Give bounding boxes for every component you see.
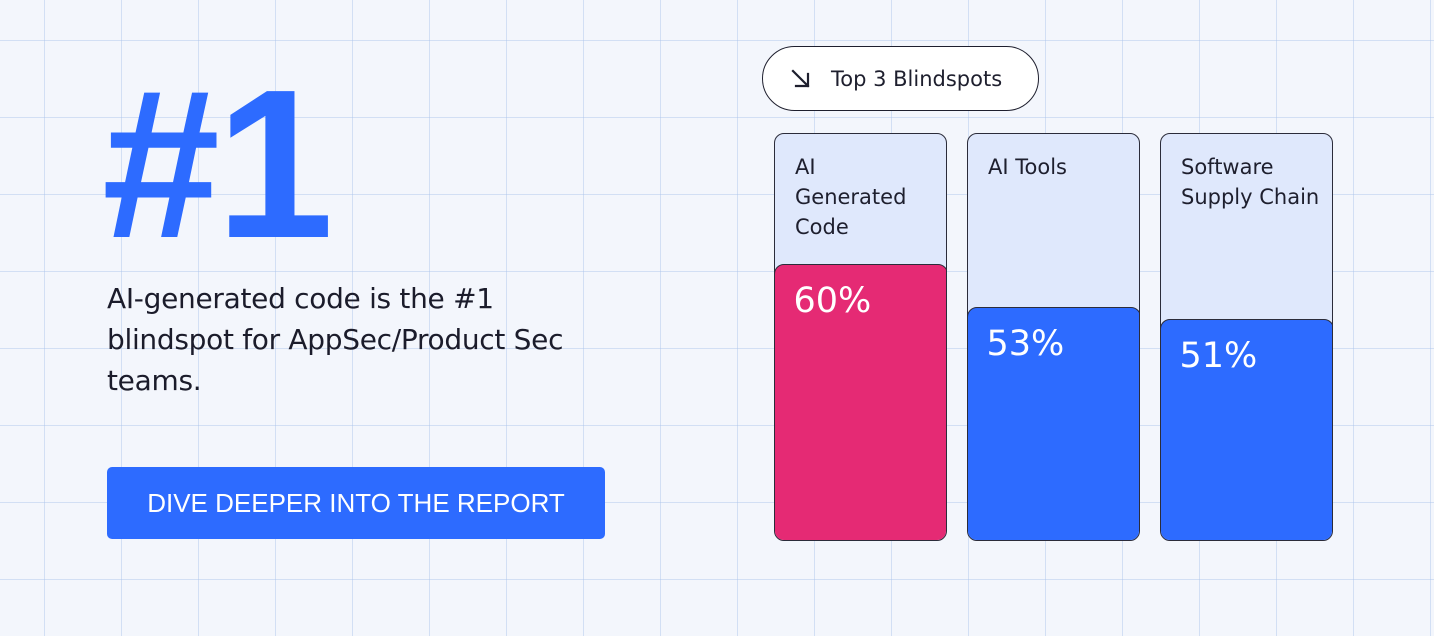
bar-value-label: 53% xyxy=(986,323,1065,364)
bar-category-label: Software Supply Chain xyxy=(1181,155,1320,209)
bar-fill: 53% xyxy=(968,306,1139,540)
top-blindspots-badge: Top 3 Blindspots xyxy=(762,46,1039,111)
bar-fill: 51% xyxy=(1161,319,1332,540)
bar-fill: 60% xyxy=(775,263,946,540)
bar-card-software-supply-chain: Software Supply Chain 51% xyxy=(1160,133,1333,541)
bar-card-ai-generated-code: AI Generated Code 60% xyxy=(774,133,947,541)
arrow-down-right-icon xyxy=(789,67,813,91)
badge-label: Top 3 Blindspots xyxy=(831,66,1003,91)
dive-deeper-button-label: DIVE DEEPER INTO THE REPORT xyxy=(147,487,565,518)
bar-category-label: AI Generated Code xyxy=(795,155,907,239)
bar-category-label: AI Tools xyxy=(988,155,1067,179)
bar-value-label: 51% xyxy=(1179,336,1258,377)
bar-card-ai-tools: AI Tools 53% xyxy=(967,133,1140,541)
dive-deeper-button[interactable]: DIVE DEEPER INTO THE REPORT xyxy=(107,467,605,539)
hero-stat: #1 xyxy=(102,45,334,282)
headline-text: AI-generated code is the #1 blindspot fo… xyxy=(107,282,564,397)
bar-value-label: 60% xyxy=(793,280,872,321)
